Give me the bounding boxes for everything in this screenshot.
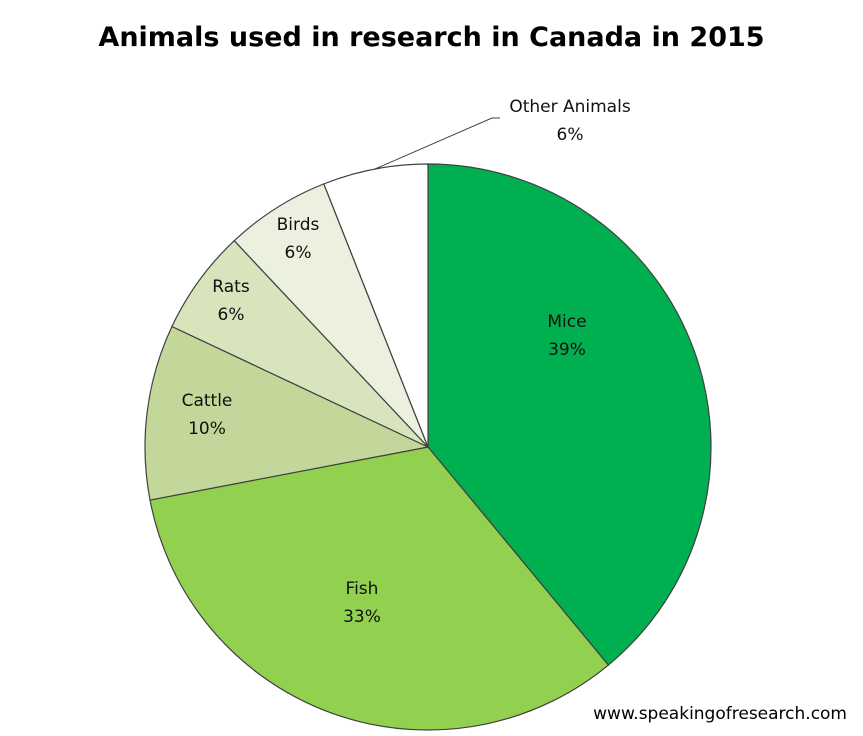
pie-slice-cattle — [144, 325, 430, 501]
slice-label-other-animals: Other Animals — [509, 97, 631, 117]
slice-label-fish: Fish — [346, 579, 379, 599]
leader-line-other-animals — [374, 117, 500, 170]
pie-slice-fish — [149, 446, 610, 731]
slice-label-mice: Mice — [547, 312, 586, 332]
chart-title: Animals used in research in Canada in 20… — [98, 22, 765, 53]
slice-label-birds: Birds — [277, 215, 320, 235]
slice-value-birds: 6% — [285, 243, 312, 263]
slice-value-cattle: 10% — [188, 419, 226, 439]
slice-value-mice: 39% — [548, 340, 586, 360]
slice-label-cattle: Cattle — [182, 391, 233, 411]
slice-value-rats: 6% — [218, 305, 245, 325]
slice-value-other-animals: 6% — [557, 125, 584, 145]
slice-value-fish: 33% — [343, 607, 381, 627]
slice-label-rats: Rats — [212, 277, 250, 297]
pie-slice-mice — [427, 163, 712, 666]
source-credit: www.speakingofresearch.com — [593, 704, 847, 724]
